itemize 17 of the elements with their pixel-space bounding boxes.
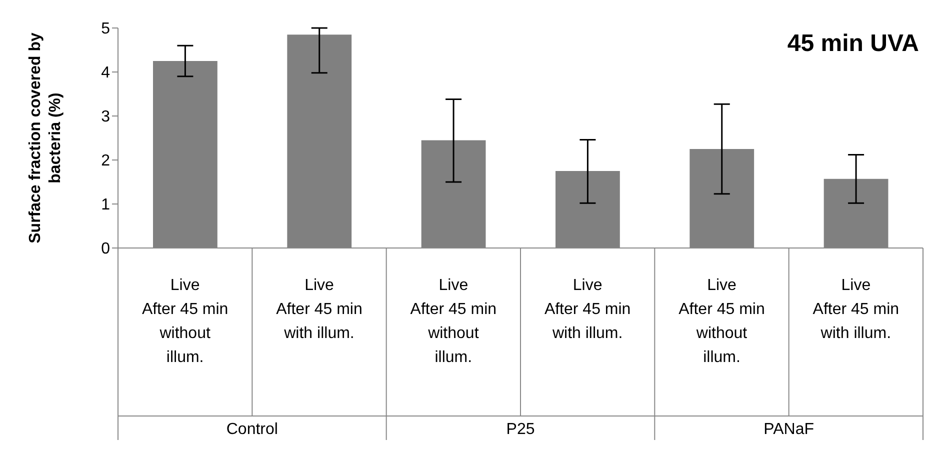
y-tick-label: 4 (101, 64, 110, 82)
text: PANaF (764, 421, 814, 438)
y-tick-label: 0 (101, 240, 110, 258)
chart-title: 45 min UVA (787, 30, 919, 58)
y-tick-label: 5 (101, 20, 110, 38)
y-axis-title: Surface fraction covered by bacteria (%) (27, 32, 64, 244)
text: Control (226, 421, 278, 438)
x-tick-label: Live After 45 min without illum. (678, 277, 765, 366)
y-tick-label: 3 (101, 108, 110, 126)
x-tick-label: Live After 45 min with illum. (812, 277, 900, 342)
x-tick-label: Live After 45 min without illum. (142, 277, 228, 366)
x-tick-label: Live After 45 min with illum. (544, 277, 631, 342)
y-tick-label: 1 (101, 196, 110, 214)
text: P25 (506, 421, 535, 438)
y-tick-label: 2 (101, 152, 110, 170)
x-tick-label: Live After 45 min with illum. (276, 277, 362, 342)
x-tick-label: Live After 45 min without illum. (410, 277, 497, 366)
